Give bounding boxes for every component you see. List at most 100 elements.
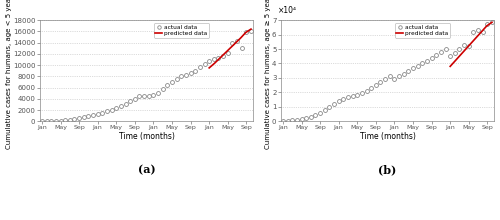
actual data [382,77,388,80]
X-axis label: Time (months): Time (months) [118,132,174,141]
actual data [206,60,212,62]
actual data [317,112,323,114]
predicted data [447,65,453,68]
actual data [420,62,426,65]
predicted data [484,25,490,27]
actual data [67,118,73,121]
actual data [100,112,105,114]
actual data [442,48,448,50]
actual data [308,116,314,118]
actual data [118,105,124,107]
actual data [225,51,231,54]
actual data [127,100,133,103]
actual data [188,72,194,74]
actual data [364,90,370,92]
actual data [345,96,351,99]
actual data [289,119,295,122]
actual data [238,47,244,50]
actual data [174,77,180,80]
actual data [244,31,250,33]
actual data [104,110,110,113]
predicted data [227,47,233,50]
predicted data [222,52,228,55]
actual data [424,59,430,62]
actual data [484,23,490,26]
actual data [322,109,328,112]
actual data [160,88,166,91]
Y-axis label: Cumulative cases for humans, age ≥ 5 years: Cumulative cases for humans, age ≥ 5 yea… [264,0,270,149]
actual data [230,42,235,44]
X-axis label: Time (months): Time (months) [360,132,416,141]
actual data [44,120,50,123]
actual data [400,72,406,75]
actual data [447,55,453,58]
actual data [216,57,222,59]
actual data [90,114,96,117]
actual data [248,29,254,32]
actual data [234,40,240,43]
predicted data [232,42,238,44]
Text: (a): (a) [138,164,156,175]
predicted data [452,59,458,62]
actual data [146,94,152,97]
actual data [438,51,444,53]
actual data [132,97,138,100]
actual data [72,118,78,121]
actual data [396,75,402,78]
actual data [136,95,142,98]
actual data [48,120,54,122]
actual data [53,119,59,122]
predicted data [243,31,249,34]
actual data [298,118,304,120]
actual data [387,75,393,78]
Legend: actual data, predicted data: actual data, predicted data [394,23,450,38]
actual data [350,95,356,98]
actual data [211,58,217,61]
Line: predicted data: predicted data [450,22,492,66]
actual data [94,113,100,116]
actual data [461,43,467,46]
predicted data [206,67,212,69]
actual data [406,69,411,72]
predicted data [458,53,464,56]
Text: (b): (b) [378,164,396,175]
Y-axis label: Cumulative cases for humans, age < 5 years: Cumulative cases for humans, age < 5 yea… [6,0,12,149]
actual data [76,117,82,120]
predicted data [478,30,484,33]
predicted data [474,36,480,39]
actual data [354,94,360,97]
actual data [183,73,189,76]
actual data [192,69,198,72]
actual data [378,81,384,84]
actual data [86,115,91,118]
actual data [392,77,398,80]
actual data [470,30,476,33]
predicted data [212,62,218,65]
actual data [141,95,147,97]
actual data [80,116,86,119]
actual data [475,29,481,31]
actual data [169,81,175,83]
actual data [428,56,434,59]
actual data [489,21,495,24]
actual data [164,84,170,87]
predicted data [489,21,495,24]
predicted data [216,57,222,60]
actual data [414,64,420,67]
actual data [303,117,309,120]
actual data [122,103,128,105]
actual data [58,119,64,122]
actual data [312,114,318,117]
actual data [373,84,379,86]
actual data [410,66,416,69]
predicted data [468,42,474,45]
actual data [39,120,45,123]
actual data [480,31,486,34]
actual data [456,48,462,50]
predicted data [463,48,469,50]
actual data [294,119,300,121]
actual data [433,53,439,56]
actual data [150,94,156,96]
Line: actual data: actual data [281,20,494,123]
actual data [359,92,365,94]
